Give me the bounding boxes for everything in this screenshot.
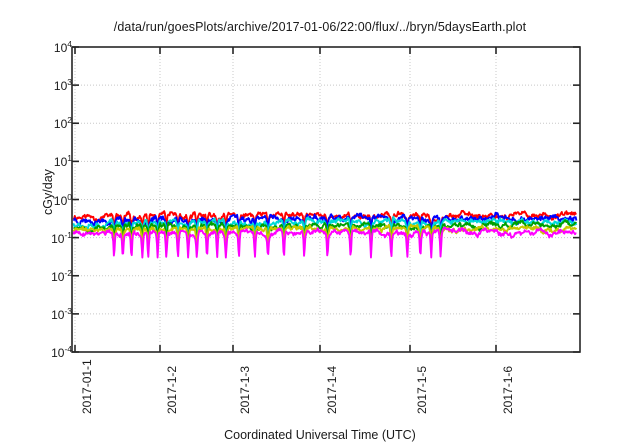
- y-tick-label: 10-4: [51, 344, 72, 360]
- y-tick-label: 10-1: [51, 229, 72, 246]
- series-magenta: [72, 226, 577, 259]
- y-tick-label: 101: [53, 153, 72, 170]
- x-axis-label: Coordinated Universal Time (UTC): [224, 428, 416, 442]
- y-tick-label: 104: [53, 39, 72, 55]
- axes-frame: [71, 46, 581, 353]
- data-series-layer: [72, 209, 578, 259]
- y-tick-label: 102: [53, 115, 72, 132]
- y-tick-label: 10-3: [51, 305, 72, 322]
- y-tick-label: 103: [53, 77, 72, 94]
- axis-tick-marks: [72, 46, 580, 353]
- grid-lines: [72, 47, 580, 352]
- page-title: /data/run/goesPlots/archive/2017-01-06/2…: [113, 20, 527, 34]
- y-tick-label: 10-2: [51, 267, 72, 284]
- y-tick-label: 100: [53, 191, 72, 208]
- y-axis-tick-labels: 104 103 102 101 100 10-1 10-2 10-3 10-4: [10, 0, 72, 448]
